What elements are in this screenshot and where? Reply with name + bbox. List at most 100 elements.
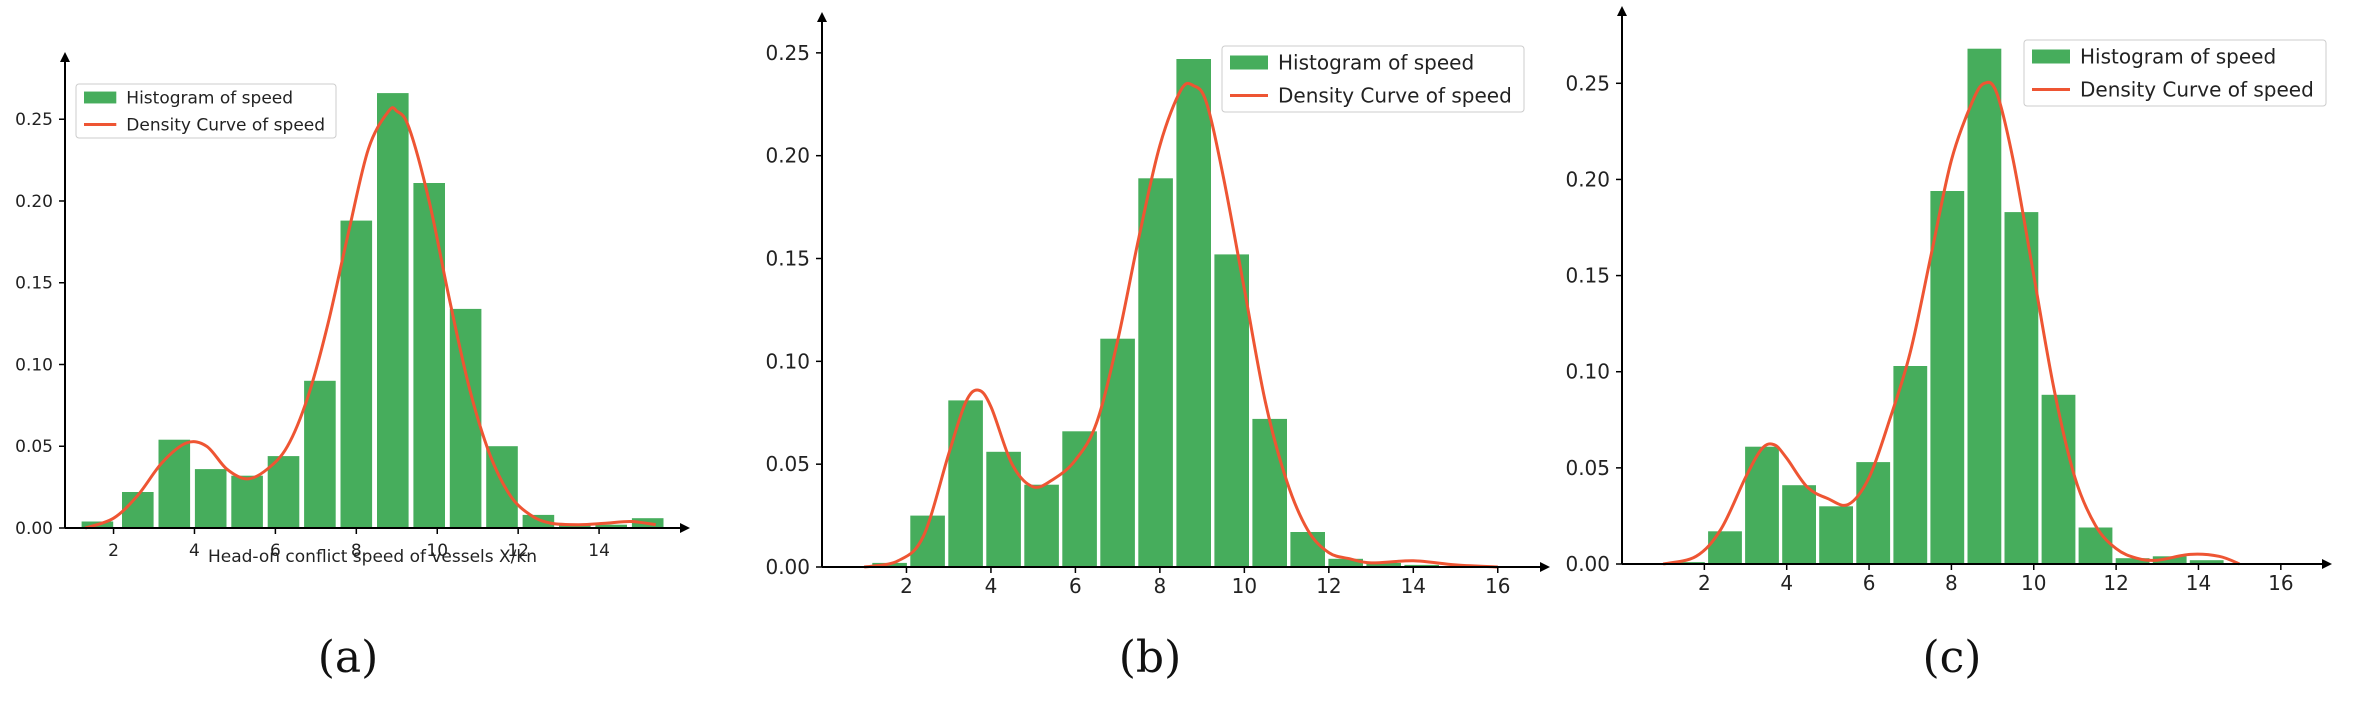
x-tick-label: 6: [1069, 574, 1082, 598]
y-axis-arrow: [60, 52, 70, 62]
histogram-bar: [522, 514, 555, 528]
legend-label-density: Density Curve of speed: [2080, 78, 2314, 102]
histogram-bar: [2078, 527, 2113, 564]
histogram-bar: [194, 469, 227, 528]
histogram-bar: [1930, 191, 1965, 564]
x-tick-label: 2: [1698, 571, 1711, 595]
legend-label-histogram: Histogram of speed: [1278, 51, 1474, 75]
x-tick-label: 14: [1401, 574, 1426, 598]
histogram-bar: [1138, 178, 1173, 568]
y-tick-label: 0.25: [1565, 71, 1610, 95]
x-tick-label: 12: [1316, 574, 1341, 598]
legend-label-histogram: Histogram of speed: [126, 89, 293, 109]
histogram-bar: [304, 380, 336, 528]
y-tick-label: 0.15: [765, 247, 810, 271]
x-tick-label: 2: [108, 541, 119, 561]
histogram-bar: [1024, 484, 1059, 567]
histogram-bar: [1967, 48, 2002, 564]
x-tick-label: 4: [985, 574, 998, 598]
histogram-bar: [2152, 556, 2187, 564]
histogram-bar: [1366, 562, 1401, 567]
histogram-bar: [122, 492, 154, 528]
x-tick-label: 8: [1154, 574, 1167, 598]
histogram-bar: [1214, 254, 1249, 567]
y-tick-label: 0.05: [1565, 456, 1610, 480]
histogram-bar: [2189, 560, 2224, 564]
x-tick-label: 8: [351, 541, 362, 561]
chart-panel-b: 2 4 6 8 10 12 14 16 0.00 0.05 0.10 0.15 0.20 0.25 Hist…: [765, 12, 1550, 598]
y-tick-label: 0.20: [15, 192, 53, 212]
histogram-bar: [267, 456, 300, 528]
histogram-bar: [340, 220, 373, 528]
histogram-bar: [1062, 431, 1097, 567]
histogram-bar: [1404, 564, 1439, 567]
histogram-bar: [1328, 558, 1363, 567]
y-axis-arrow: [1617, 6, 1627, 16]
histogram-bar: [2041, 394, 2076, 564]
legend-box: [2023, 39, 2327, 107]
histogram-bar: [1176, 59, 1211, 567]
x-axis-arrow: [2322, 559, 2332, 569]
caption-c: (c): [1923, 632, 1982, 683]
histogram-bar: [1856, 462, 1891, 564]
histogram-bar: [948, 400, 983, 567]
chart-panel-c: 2 4 6 8 10 12 14 16 0.00 0.05 0.10 0.15 0.20 0.25 Hist…: [1565, 6, 2332, 595]
x-tick-label: 10: [2021, 571, 2046, 595]
y-tick-label: 0.10: [765, 349, 810, 373]
y-tick-label: 0.20: [765, 144, 810, 168]
legend-box: [1221, 45, 1525, 113]
y-tick-label: 0.15: [15, 274, 53, 294]
x-tick-label: 4: [189, 541, 200, 561]
y-tick-label: 0.00: [15, 519, 53, 539]
x-tick-label: 8: [1945, 571, 1958, 595]
histogram-bar: [1745, 446, 1779, 564]
histogram-bar: [1252, 418, 1287, 567]
histogram-bar: [595, 524, 627, 528]
x-axis-arrow: [1540, 562, 1550, 572]
x-tick-label: 14: [2186, 571, 2211, 595]
histogram-bar: [413, 183, 445, 528]
x-tick-label: 12: [507, 541, 529, 561]
legend-label-histogram: Histogram of speed: [2080, 45, 2276, 69]
y-axis-arrow: [817, 12, 827, 22]
histogram-bar: [449, 308, 482, 528]
y-tick-label: 0.20: [1565, 167, 1610, 191]
x-tick-label: 10: [426, 541, 448, 561]
x-tick-label: 12: [2103, 571, 2128, 595]
x-tick-label: 14: [588, 541, 610, 561]
y-tick-label: 0.00: [765, 555, 810, 579]
histogram-bar: [377, 93, 409, 528]
x-tick-label: 16: [1485, 574, 1510, 598]
chart-panel-a: 2 4 6 8 10 12 14 0.00 0.05 0.10 0.15 0.20 0.25 Head-o…: [15, 52, 690, 567]
histogram-bar: [1290, 532, 1325, 567]
x-tick-label: 6: [270, 541, 281, 561]
y-tick-label: 0.15: [1565, 264, 1610, 288]
caption-a: (a): [318, 632, 379, 683]
histogram-bar: [158, 439, 191, 528]
y-tick-label: 0.25: [15, 110, 53, 130]
y-tick-label: 0.25: [765, 41, 810, 65]
histogram-bar: [231, 475, 263, 528]
legend-swatch-histogram: [2032, 49, 2070, 64]
density-curve: [863, 81, 1498, 569]
legend-label-density: Density Curve of speed: [1278, 84, 1512, 108]
x-axis-label: Head-on conflict speed of vessels X/kn: [208, 547, 537, 567]
x-tick-label: 2: [900, 574, 913, 598]
histogram-bar: [1708, 531, 1742, 564]
legend-swatch-histogram: [84, 91, 117, 104]
y-tick-label: 0.05: [15, 437, 53, 457]
x-tick-label: 4: [1780, 571, 1793, 595]
x-tick-label: 10: [1232, 574, 1257, 598]
histogram-bar: [2115, 558, 2150, 564]
histogram-bar: [559, 524, 591, 528]
legend-swatch-histogram: [1230, 55, 1268, 70]
caption-b: (b): [1119, 632, 1182, 683]
legend-label-density: Density Curve of speed: [126, 116, 325, 136]
y-tick-label: 0.10: [1565, 360, 1610, 384]
y-tick-label: 0.05: [765, 452, 810, 476]
x-tick-label: 6: [1863, 571, 1876, 595]
y-tick-label: 0.00: [1565, 552, 1610, 576]
x-axis-arrow: [680, 523, 690, 533]
